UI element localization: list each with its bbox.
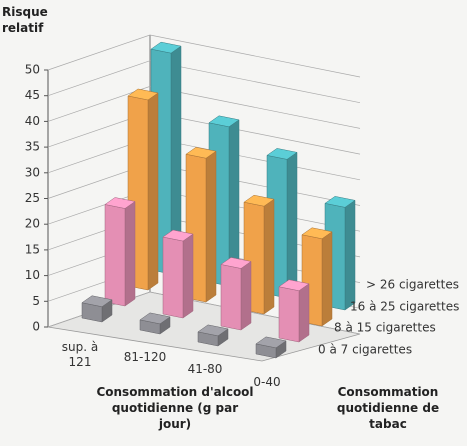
bar-top (266, 148, 298, 160)
y-tick-label: 40 (25, 114, 40, 128)
bar-top (208, 115, 240, 128)
bar-front (220, 264, 242, 331)
legend-label: 0 à 7 cigarettes (318, 343, 412, 357)
x-tick-label: sup. à 121 (61, 340, 99, 369)
depth-axis-title: Consommation quotidienne de tabac (336, 385, 440, 431)
y-tick-label: 0 (32, 320, 40, 334)
bar-side (240, 260, 252, 331)
bar (104, 197, 136, 307)
bar-top (150, 41, 182, 54)
grid-line (47, 34, 361, 78)
y-tick-label: 25 (25, 191, 40, 205)
bar-top (185, 146, 217, 159)
y-tick-label: 35 (25, 140, 40, 154)
bar-front (104, 204, 126, 307)
bar-side (286, 151, 298, 299)
bar (324, 196, 356, 311)
bar-top (197, 324, 229, 337)
grid-line (47, 60, 361, 104)
bar-top (127, 88, 159, 101)
grid-line (47, 111, 361, 155)
bar-top (139, 312, 171, 325)
bar-top (104, 197, 136, 209)
bar-top (255, 336, 287, 349)
bar (197, 324, 229, 347)
bar-top (278, 279, 310, 292)
bar-front (162, 236, 184, 319)
bar-side (321, 231, 333, 327)
bar-side (298, 283, 310, 343)
y-tick-label: 5 (32, 294, 40, 308)
y-tick-label: 50 (25, 63, 40, 77)
bar-side (344, 199, 356, 311)
bar (81, 295, 113, 323)
legend-label: 16 à 25 cigarettes (350, 300, 459, 314)
bar-front (278, 286, 300, 343)
y-tick-label: 30 (25, 165, 40, 179)
legend-label: > 26 cigarettes (366, 278, 459, 292)
bar-top (301, 227, 333, 240)
y-tick-label: 10 (25, 268, 40, 282)
x-axis-title: Consommation d'alcool quotidienne (g par… (96, 385, 254, 431)
bar-side (124, 200, 136, 307)
y-tick-label: 45 (25, 88, 40, 102)
bar-top (81, 295, 113, 307)
bar-top (243, 194, 275, 207)
bar-top (162, 229, 194, 242)
bar (139, 312, 171, 335)
bar (162, 229, 194, 319)
x-tick-label: 41-80 (187, 362, 223, 376)
bar-side (205, 150, 217, 303)
bar-side (147, 92, 159, 291)
bar-side (263, 198, 275, 315)
bar-top (220, 257, 252, 269)
y-axis-title: Risque relatif (2, 5, 48, 35)
y-tick-label: 20 (25, 217, 40, 231)
bar (278, 279, 310, 343)
legend-label: 8 à 15 cigarettes (334, 321, 436, 335)
bar (220, 257, 252, 331)
bar-top (324, 196, 356, 208)
x-tick-label: 81-120 (123, 350, 167, 364)
bar (255, 336, 287, 359)
x-tick-label: 0-40 (253, 375, 281, 389)
y-tick-label: 15 (25, 242, 40, 256)
grid-line (47, 86, 361, 129)
bar-side (182, 233, 194, 319)
